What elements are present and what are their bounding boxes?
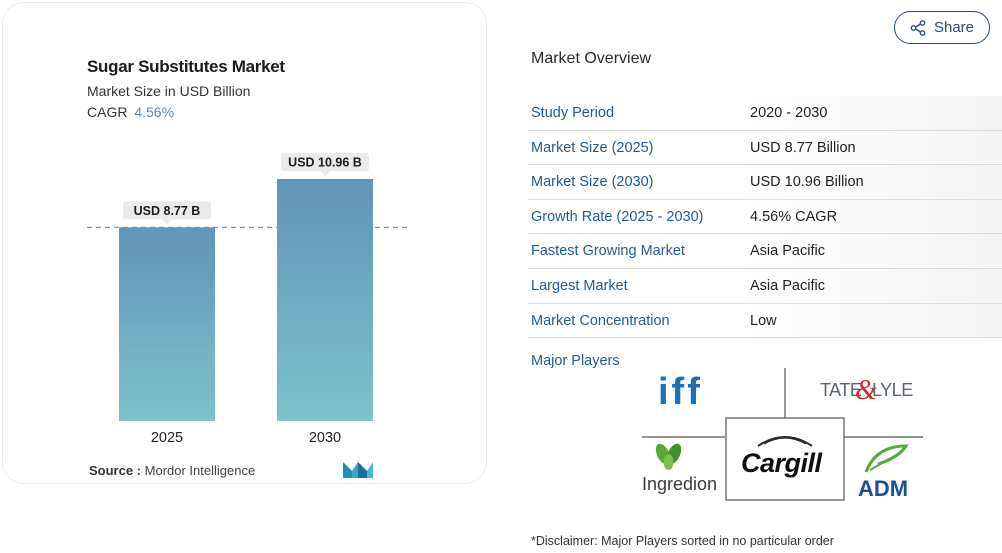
data-label-text: USD 10.96 B	[288, 156, 362, 170]
cagr-value: 4.56%	[134, 104, 175, 120]
share-label: Share	[933, 19, 975, 36]
cargill-logo: Cargill	[741, 436, 823, 478]
overview-row: Fastest Growing Market Asia Pacific	[528, 234, 1002, 269]
overview-row-value: Asia Pacific	[750, 277, 825, 294]
overview-row: Market Size (2030) USD 10.96 Billion	[528, 165, 1002, 200]
overview-row: Growth Rate (2025 - 2030) 4.56% CAGR	[528, 199, 1002, 235]
data-label-text: USD 8.77 B	[134, 204, 201, 218]
market-overview-title: Market Overview	[531, 50, 652, 67]
iff-logo-text: iff	[658, 371, 703, 413]
bar-2025	[119, 227, 215, 421]
tate-lyle-amp-text: &	[855, 375, 877, 406]
cargill-logo-text: Cargill	[741, 448, 823, 478]
chart-title: Sugar Substitutes Market	[87, 57, 285, 76]
data-label-2030: USD 10.96 B	[281, 153, 369, 176]
x-tick-label: 2025	[151, 430, 183, 446]
ingredion-logo: Ingredion	[642, 443, 717, 494]
bar-chart: USD 8.77 B 2025 USD 10.96 B 2030	[87, 153, 407, 446]
market-overview-table: Study Period 2020 - 2030 Market Size (2025…	[528, 96, 1002, 339]
tate-lyle-left-text: TATE	[820, 380, 862, 400]
overview-row-value: USD 10.96 Billion	[750, 174, 864, 191]
overview-row-label: Market Size (2025)	[531, 139, 654, 156]
overview-row-label: Market Concentration	[531, 312, 670, 329]
tate-and-lyle-logo: TATE & LYLE	[820, 375, 914, 406]
adm-logo-text: ADM	[858, 476, 908, 501]
adm-logo: ADM	[858, 444, 909, 501]
overview-row-label: Largest Market	[531, 277, 628, 294]
x-tick-label: 2030	[309, 430, 341, 446]
overview-row: Market Concentration Low	[528, 303, 1002, 339]
overview-row-value: 2020 - 2030	[750, 105, 828, 121]
overview-row-label: Growth Rate (2025 - 2030)	[531, 208, 704, 225]
overview-row-value: Asia Pacific	[750, 243, 825, 260]
share-icon	[910, 19, 926, 36]
overview-row: Largest Market Asia Pacific	[528, 268, 1002, 304]
major-players-label: Major Players	[531, 353, 620, 369]
share-button[interactable]: Share	[894, 11, 990, 44]
market-chart-card: Sugar Substitutes Market Market Size in …	[2, 2, 487, 484]
source-value: Mordor Intelligence	[144, 463, 256, 478]
major-players-logos: iff TATE & LYLE Ingredion Cargill ADM	[642, 368, 923, 501]
cagr-label: CAGR	[87, 104, 128, 120]
chart-source: Source : Mordor Intelligence	[89, 463, 255, 478]
bar-2030	[277, 179, 373, 421]
data-label-2025: USD 8.77 B	[123, 201, 211, 225]
overview-row-label: Market Size (2030)	[531, 174, 654, 191]
disclaimer-text: *Disclaimer: Major Players sorted in no …	[531, 534, 834, 548]
tate-lyle-right-text: LYLE	[872, 380, 913, 400]
overview-row-value: Low	[750, 312, 777, 329]
overview-row-value: USD 8.77 Billion	[750, 139, 856, 156]
ingredion-logo-text: Ingredion	[642, 474, 717, 494]
overview-row-value: 4.56% CAGR	[750, 208, 838, 225]
overview-row: Study Period 2020 - 2030	[528, 96, 1002, 131]
chart-subtitle: Market Size in USD Billion	[87, 83, 251, 99]
overview-row-label: Study Period	[531, 105, 615, 121]
source-label: Source :	[89, 463, 142, 478]
chart-cagr: CAGR 4.56%	[87, 104, 174, 120]
overview-row: Market Size (2025) USD 8.77 Billion	[528, 130, 1002, 166]
iff-logo: iff	[658, 371, 703, 413]
overview-row-label: Fastest Growing Market	[531, 243, 685, 260]
mordor-intelligence-logo-icon	[343, 462, 373, 478]
